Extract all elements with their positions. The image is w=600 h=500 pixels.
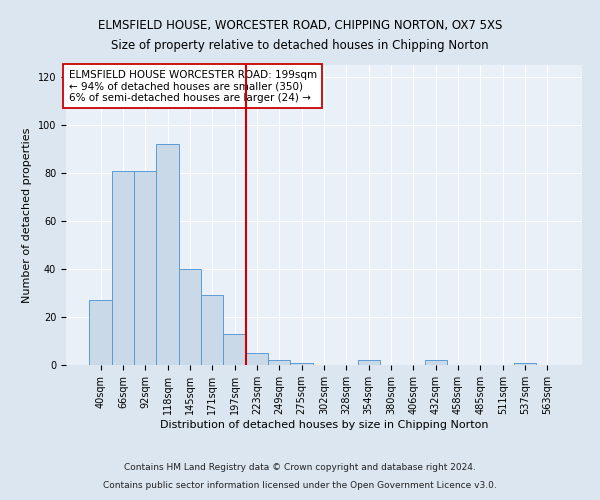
Bar [112,170,134,365]
Bar [425,360,447,365]
Text: Size of property relative to detached houses in Chipping Norton: Size of property relative to detached ho… [111,40,489,52]
Bar [134,170,157,365]
Bar [290,362,313,365]
X-axis label: Distribution of detached houses by size in Chipping Norton: Distribution of detached houses by size … [160,420,488,430]
Bar [358,360,380,365]
Bar [89,300,112,365]
Text: ELMSFIELD HOUSE, WORCESTER ROAD, CHIPPING NORTON, OX7 5XS: ELMSFIELD HOUSE, WORCESTER ROAD, CHIPPIN… [98,20,502,32]
Bar [179,269,201,365]
Bar [268,360,290,365]
Text: Contains public sector information licensed under the Open Government Licence v3: Contains public sector information licen… [103,481,497,490]
Text: ELMSFIELD HOUSE WORCESTER ROAD: 199sqm
← 94% of detached houses are smaller (350: ELMSFIELD HOUSE WORCESTER ROAD: 199sqm ←… [68,70,317,102]
Bar [246,353,268,365]
Bar [201,296,223,365]
Text: Contains HM Land Registry data © Crown copyright and database right 2024.: Contains HM Land Registry data © Crown c… [124,464,476,472]
Bar [157,144,179,365]
Bar [223,334,246,365]
Bar [514,362,536,365]
Y-axis label: Number of detached properties: Number of detached properties [22,128,32,302]
